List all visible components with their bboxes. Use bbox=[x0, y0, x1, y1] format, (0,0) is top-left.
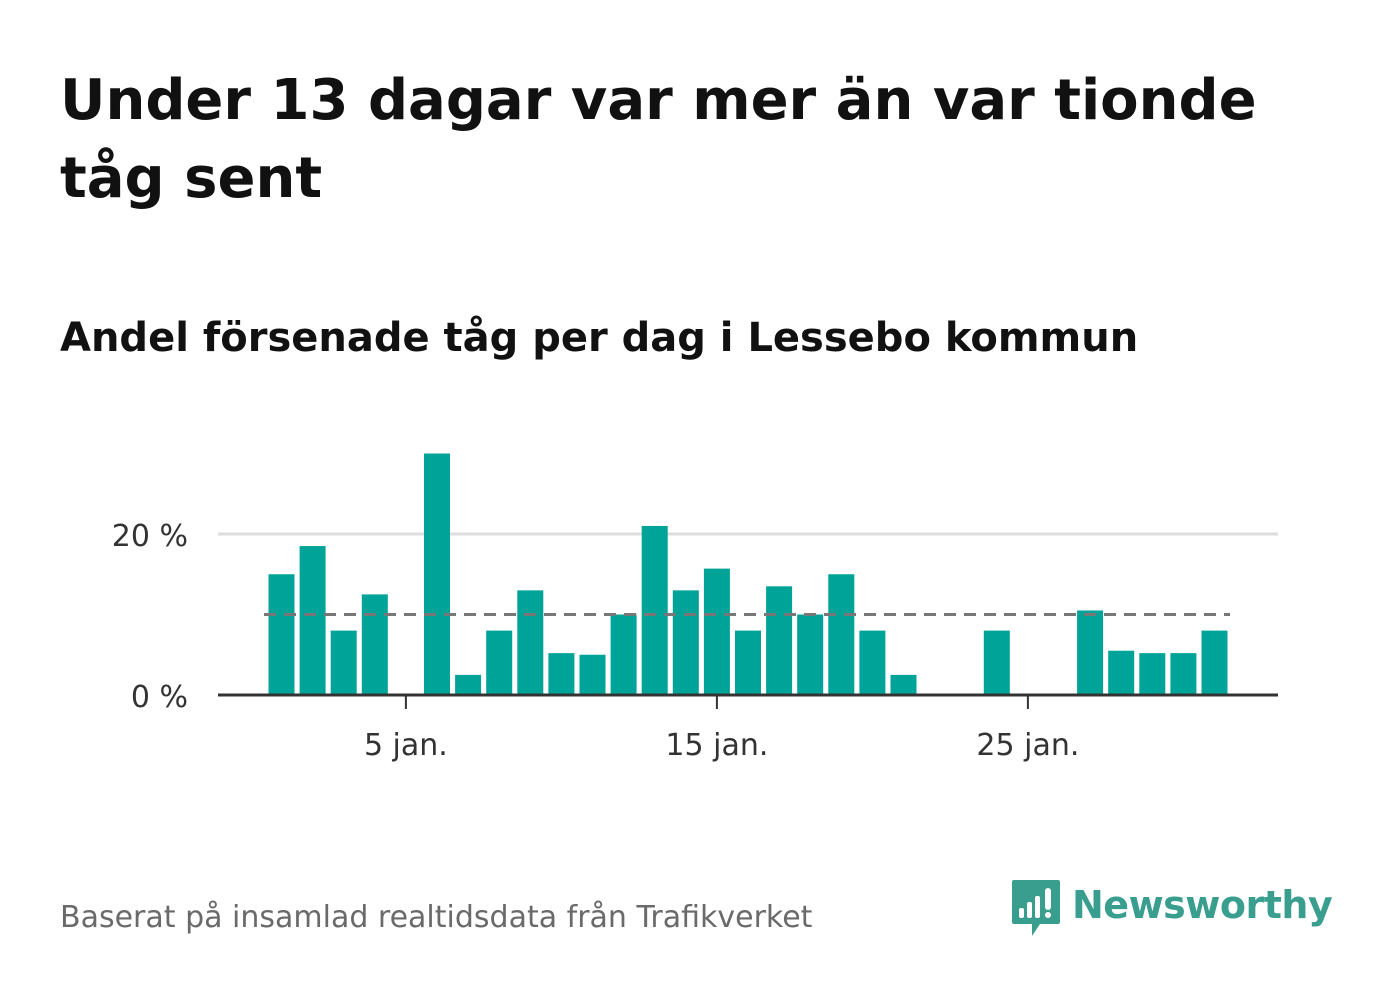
bar bbox=[828, 574, 855, 695]
chart-title: Under 13 dagar var mer än var tionde tåg… bbox=[60, 68, 1257, 211]
bar bbox=[703, 568, 730, 695]
y-tick-label: 0 % bbox=[131, 680, 188, 715]
bar bbox=[1170, 653, 1197, 695]
bar bbox=[859, 630, 886, 695]
brand-logo: Newsworthy bbox=[1010, 878, 1333, 940]
bar bbox=[486, 630, 513, 695]
source-note: Baserat på insamlad realtidsdata från Tr… bbox=[60, 900, 813, 935]
bar bbox=[1201, 630, 1228, 695]
y-tick-label: 20 % bbox=[112, 519, 188, 554]
bar bbox=[797, 614, 824, 695]
bar bbox=[735, 630, 761, 695]
chart-subtitle: Andel försenade tåg per dag i Lessebo ko… bbox=[60, 315, 1139, 361]
bar bbox=[641, 525, 668, 695]
bar bbox=[983, 630, 1010, 695]
bar bbox=[672, 590, 699, 695]
brand-name: Newsworthy bbox=[1072, 883, 1333, 927]
bar bbox=[610, 614, 637, 695]
bar bbox=[890, 674, 917, 695]
bar bbox=[1108, 650, 1135, 695]
bar bbox=[361, 594, 388, 695]
x-tick-label: 25 jan. bbox=[976, 728, 1079, 763]
x-tick-label: 5 jan. bbox=[364, 728, 448, 763]
x-tick-label: 15 jan. bbox=[665, 728, 768, 763]
bar bbox=[517, 590, 544, 695]
bar bbox=[424, 453, 450, 695]
bar bbox=[268, 574, 295, 695]
bar bbox=[299, 546, 326, 695]
bar bbox=[455, 674, 482, 695]
bar bbox=[579, 654, 606, 695]
bar bbox=[548, 653, 575, 695]
bar bbox=[766, 586, 793, 695]
bar bbox=[1139, 653, 1166, 695]
bar-chart-speech-bubble-icon bbox=[1012, 880, 1060, 936]
bar bbox=[1077, 610, 1104, 695]
bar bbox=[330, 630, 357, 695]
